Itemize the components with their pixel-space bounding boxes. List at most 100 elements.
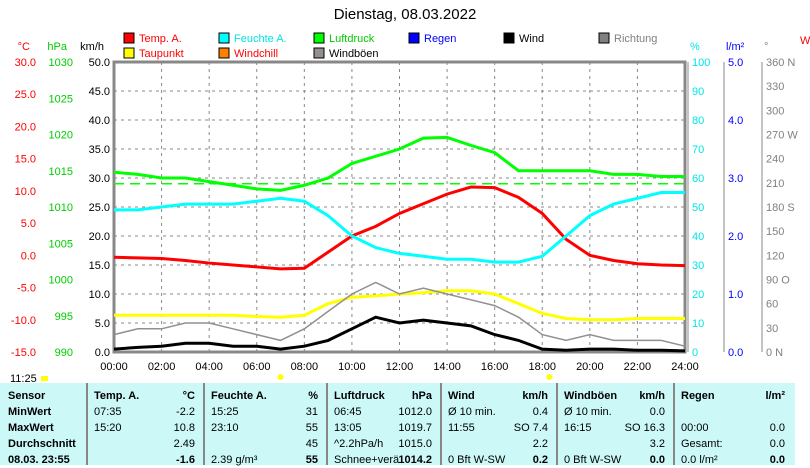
wind-tick-label: 10.0 <box>89 289 110 301</box>
cell-value: -2.2 <box>88 404 195 420</box>
wind-tick-label: 45.0 <box>89 86 110 98</box>
wind-tick-label: 15.0 <box>89 260 110 272</box>
cell-value: 2.2 <box>442 436 548 452</box>
x-tick-label: 10:00 <box>338 361 366 373</box>
cell-value: 1014.2 <box>328 452 432 468</box>
x-tick-label: 22:00 <box>624 361 652 373</box>
temp-tick-label: 25.0 <box>15 89 36 101</box>
direction-tick-label: 210 <box>766 178 784 190</box>
legend-swatch <box>219 48 229 58</box>
right-edge-label: W <box>800 35 810 47</box>
direction-tick-label: 240 <box>766 154 784 166</box>
cell-value: 1012.0 <box>328 404 432 420</box>
temp-tick-label: -10.0 <box>11 315 36 327</box>
legend-label: Regen <box>424 33 456 45</box>
pressure-tick-label: 1000 <box>49 275 73 287</box>
rain-tick-label: 0.0 <box>728 347 743 359</box>
x-tick-label: 16:00 <box>481 361 509 373</box>
temp-axis-unit: °C <box>18 41 30 53</box>
direction-tick-label: 180 S <box>766 202 795 214</box>
temp-tick-label: 15.0 <box>15 154 36 166</box>
cell-value: -1.6 <box>88 452 195 468</box>
pressure-tick-label: 1010 <box>49 202 73 214</box>
pressure-axis-unit: hPa <box>47 41 67 53</box>
rain-axis-unit: l/m² <box>726 41 745 53</box>
cell-value: 10.8 <box>88 420 195 436</box>
header-unit: km/h <box>558 388 665 404</box>
cell-value: 0.0 <box>558 452 665 468</box>
pressure-tick-label: 995 <box>55 311 73 323</box>
legend-label: Richtung <box>614 33 657 45</box>
legend-label: Windchill <box>234 48 278 60</box>
wind-tick-label: 0.0 <box>95 347 110 359</box>
temp-tick-label: 0.0 <box>21 250 36 262</box>
cell-value <box>675 404 785 420</box>
header-unit: km/h <box>442 388 548 404</box>
rain-tick-label: 4.0 <box>728 115 743 127</box>
legend-swatch <box>219 33 229 43</box>
legend-swatch <box>124 48 134 58</box>
chart-title: Dienstag, 08.03.2022 <box>0 6 810 23</box>
legend-label: Windböen <box>329 48 379 60</box>
legend-label: Luftdruck <box>329 33 375 45</box>
x-tick-label: 18:00 <box>528 361 556 373</box>
x-tick-label: 12:00 <box>386 361 414 373</box>
direction-tick-label: 30 <box>766 323 778 335</box>
x-tick-label: 04:00 <box>195 361 223 373</box>
legend-label: Taupunkt <box>139 48 184 60</box>
wind-tick-label: 40.0 <box>89 115 110 127</box>
rain-tick-label: 3.0 <box>728 173 743 185</box>
cell-value: 0.2 <box>442 452 548 468</box>
x-tick-label: 14:00 <box>433 361 461 373</box>
wind-axis-unit: km/h <box>80 41 104 53</box>
humidity-tick-label: 90 <box>692 86 704 98</box>
rain-tick-label: 1.0 <box>728 289 743 301</box>
cell-value: 1015.0 <box>328 436 432 452</box>
humidity-tick-label: 50 <box>692 202 704 214</box>
direction-axis-unit: ° <box>764 41 768 53</box>
humidity-tick-label: 30 <box>692 260 704 272</box>
humidity-tick-label: 100 <box>692 57 710 69</box>
sunset-icon <box>546 374 552 380</box>
pressure-tick-label: 1020 <box>49 130 73 142</box>
row-label: MaxWert <box>8 420 88 436</box>
temp-tick-label: 30.0 <box>15 57 36 69</box>
legend-label: Temp. A. <box>139 33 182 45</box>
wind-tick-label: 35.0 <box>89 144 110 156</box>
wind-tick-label: 25.0 <box>89 202 110 214</box>
direction-tick-label: 120 <box>766 250 784 262</box>
legend-swatch <box>314 33 324 43</box>
cell-value: 31 <box>205 404 318 420</box>
temp-tick-label: -5.0 <box>17 283 36 295</box>
direction-tick-label: 360 N <box>766 57 795 69</box>
direction-tick-label: 60 <box>766 299 778 311</box>
weather-chart: °C30.025.020.015.010.05.00.0-5.0-10.0-15… <box>0 0 810 383</box>
cell-value: 1019.7 <box>328 420 432 436</box>
x-tick-label: 24:00 <box>671 361 699 373</box>
legend-swatch <box>124 33 134 43</box>
humidity-tick-label: 70 <box>692 144 704 156</box>
temp-tick-label: 10.0 <box>15 186 36 198</box>
humidity-tick-label: 60 <box>692 173 704 185</box>
cell-value: 55 <box>205 420 318 436</box>
direction-tick-label: 0 N <box>766 347 783 359</box>
header-unit: °C <box>88 388 195 404</box>
series-wind <box>114 317 685 351</box>
x-tick-label: 02:00 <box>148 361 176 373</box>
direction-tick-label: 330 <box>766 81 784 93</box>
cell-value: 0.0 <box>675 420 785 436</box>
current-time-marker <box>41 376 48 381</box>
humidity-axis-unit: % <box>690 41 700 53</box>
cell-value: 0.4 <box>442 404 548 420</box>
legend-label: Feuchte A. <box>234 33 287 45</box>
header-unit: hPa <box>328 388 432 404</box>
row-label: 08.03. 23:55 <box>8 452 88 468</box>
wind-tick-label: 50.0 <box>89 57 110 69</box>
x-tick-label: 08:00 <box>291 361 319 373</box>
wind-tick-label: 30.0 <box>89 173 110 185</box>
legend-label: Wind <box>519 33 544 45</box>
pressure-tick-label: 1025 <box>49 93 73 105</box>
wind-tick-label: 20.0 <box>89 231 110 243</box>
direction-tick-label: 300 <box>766 105 784 117</box>
